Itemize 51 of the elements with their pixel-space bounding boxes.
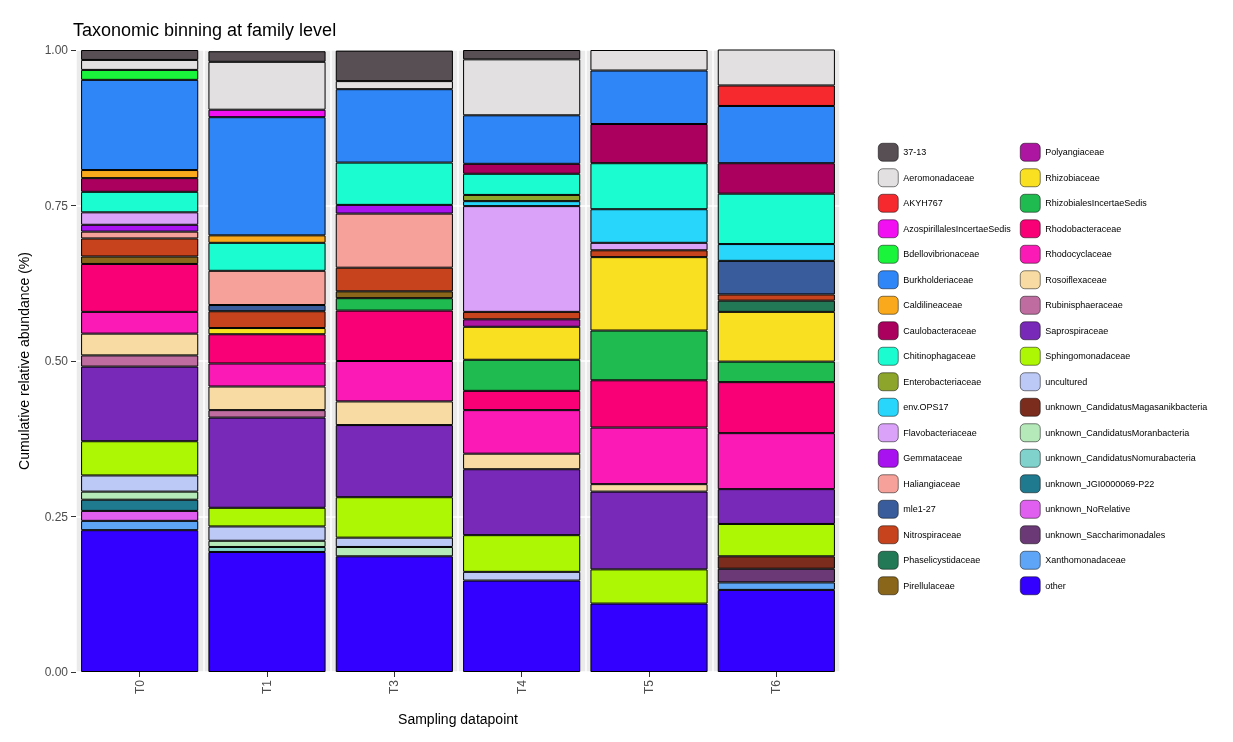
legend-label: env.OPS17 (903, 402, 949, 413)
legend-label: Rubinisphaeraceae (1045, 300, 1123, 311)
legend-label: Caldilineaceae (903, 300, 963, 311)
bar (208, 551, 326, 672)
legend-label: 37-13 (903, 147, 927, 158)
x-tick-label: T5 (642, 679, 656, 695)
legend-label: Burkholderiaceae (903, 274, 974, 285)
y-tick-label: 0.00 (44, 665, 69, 679)
x-axis-title: Sampling datapoint (398, 711, 519, 727)
y-tick-label: 1.00 (44, 43, 69, 57)
legend-label: Sphingomonadaceae (1045, 351, 1131, 362)
legend-label: Rhodobacteraceae (1045, 223, 1122, 234)
legend-label: Flavobacteriaceae (903, 427, 977, 438)
legend-label: Chitinophagaceae (903, 351, 976, 362)
legend-label: other (1045, 580, 1066, 591)
legend-label: Xanthomonadaceae (1045, 555, 1126, 566)
x-tick-label: T0 (132, 679, 147, 695)
x-tick-label: T3 (387, 679, 402, 695)
legend-label: AzospirillalesIncertaeSedis (903, 223, 1012, 234)
legend-label: Rhodocyclaceae (1045, 249, 1112, 260)
legend-label: unknown_NoRelative (1045, 504, 1131, 515)
legend-label: Rosoiflexaceae (1045, 274, 1107, 285)
y-tick-label: 0.50 (44, 354, 69, 368)
chart-title: Taxonomic binning at family level (73, 20, 337, 40)
legend-label: unknown_CandidatusMagasanikbacteria (1045, 402, 1208, 413)
x-tick-label: T1 (260, 679, 274, 695)
legend-label: unknown_Saccharimonadales (1045, 529, 1166, 540)
y-tick-label: 0.25 (44, 509, 69, 524)
legend-label: Haliangiaceae (903, 478, 961, 489)
x-tick-label: T4 (514, 679, 529, 695)
legend-label: Bdellovibrionaceae (903, 249, 980, 260)
legend-label: Pirellulaceae (903, 580, 955, 591)
legend-label: Gemmataceae (903, 453, 963, 464)
y-axis-title: Cumulative relative abundance (%) (16, 252, 32, 470)
legend-label: RhizobialesIncertaeSedis (1045, 198, 1148, 209)
legend-label: mle1-27 (903, 504, 936, 515)
legend-label: uncultured (1045, 376, 1088, 387)
legend-label: unknown_JGI0000069-P22 (1045, 478, 1155, 489)
legend-label: Nitrospiraceae (903, 529, 962, 540)
legend-label: unknown_CandidatusNomurabacteria (1045, 453, 1196, 464)
legend-label: Saprospiraceae (1045, 325, 1109, 336)
legend-label: Caulobacteraceae (903, 325, 977, 336)
legend-label: Rhizobiaceae (1045, 172, 1100, 183)
legend-label: AKYH767 (903, 198, 943, 209)
legend-label: Phaselicystidaceae (903, 555, 981, 566)
x-tick-label: T6 (769, 679, 784, 695)
y-tick-label: 0.75 (44, 198, 69, 213)
legend-label: Enterobacteriaceae (903, 376, 982, 387)
legend-label: Aeromonadaceae (903, 172, 975, 183)
legend-label: Polyangiaceae (1045, 147, 1105, 158)
legend-label: unknown_CandidatusMoranbacteria (1045, 427, 1190, 438)
